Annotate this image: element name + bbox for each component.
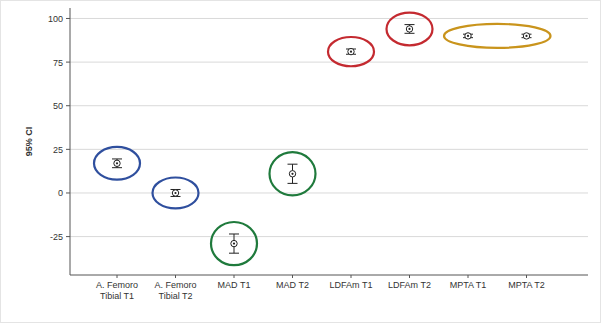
x-tick-label-line: LDFAm T2	[388, 280, 431, 290]
x-tick-label-line: MAD T1	[218, 280, 251, 290]
error-cap-bottom	[288, 183, 298, 184]
mean-dot	[291, 173, 293, 175]
error-cap-bottom	[229, 253, 239, 254]
y-tick	[66, 149, 70, 150]
x-tick	[117, 275, 118, 278]
x-tick-label-line: Tibial T2	[158, 291, 192, 301]
x-tick	[351, 275, 352, 278]
y-tick	[66, 62, 70, 63]
error-cap-top	[229, 233, 239, 234]
chart-container: -25025507510095% CIA. FemoroTibial T1A. …	[0, 0, 601, 323]
y-tick	[66, 192, 70, 193]
highlight-ellipse	[94, 147, 140, 180]
y-tick	[66, 105, 70, 106]
mean-marker	[348, 48, 354, 54]
error-bar	[234, 234, 235, 253]
mean-dot	[525, 35, 527, 37]
x-tick-label-line: A. Femoro	[96, 280, 138, 290]
plot-marks	[112, 25, 532, 254]
x-tick-label: LDFAm T2	[388, 280, 431, 290]
mean-dot	[467, 35, 469, 37]
mean-dot	[116, 162, 118, 164]
y-tick	[66, 236, 70, 237]
x-tick-label: MAD T1	[218, 280, 251, 290]
mean-marker	[114, 160, 120, 166]
y-tick-label: 100	[48, 14, 63, 24]
error-cap-top	[405, 24, 415, 25]
x-tick	[409, 275, 410, 278]
y-tick	[66, 18, 70, 19]
error-cap-bottom	[112, 167, 122, 168]
error-cap-top	[112, 158, 122, 159]
x-tick-label: MPTA T2	[508, 280, 545, 290]
mean-marker	[289, 171, 295, 177]
y-tick-label: 50	[53, 101, 63, 111]
highlight-ellipse	[387, 13, 433, 46]
y-tick-label: 75	[53, 58, 63, 68]
x-tick-label-line: MPTA T2	[508, 280, 545, 290]
y-tick-label: 25	[53, 145, 63, 155]
error-bar	[292, 164, 293, 183]
x-axis	[70, 275, 588, 276]
mean-dot	[408, 28, 410, 30]
highlight-ellipse	[211, 222, 257, 265]
mean-marker	[523, 33, 529, 39]
error-cap-top	[288, 164, 298, 165]
grid-line	[70, 18, 588, 19]
x-tick-label-line: MAD T2	[276, 280, 309, 290]
y-tick-label: -25	[50, 232, 63, 242]
y-axis	[70, 8, 71, 275]
x-tick	[234, 275, 235, 278]
highlight-ellipse	[270, 152, 316, 195]
highlight-ellipse	[328, 37, 374, 66]
grid-line	[70, 105, 588, 106]
highlight-ellipses	[94, 13, 551, 266]
x-tick	[526, 275, 527, 278]
mean-marker	[172, 190, 178, 196]
grid-line	[70, 62, 588, 63]
error-cap-bottom	[405, 33, 415, 34]
chart-svg: -25025507510095% CIA. FemoroTibial T1A. …	[0, 0, 601, 323]
mean-dot	[174, 192, 176, 194]
x-tick	[175, 275, 176, 278]
mean-marker	[406, 26, 412, 32]
y-tick-label: 0	[58, 188, 63, 198]
grid-line	[70, 149, 588, 150]
y-axis-label: 95% CI	[24, 127, 34, 157]
mean-dot	[233, 242, 235, 244]
grid-line	[70, 236, 588, 237]
x-tick-label: MAD T2	[276, 280, 309, 290]
highlight-ellipse	[444, 24, 551, 48]
x-tick-label: LDFAm T1	[330, 280, 373, 290]
mean-dot	[350, 51, 352, 53]
x-tick-label-line: LDFAm T1	[330, 280, 373, 290]
mean-marker	[231, 240, 237, 246]
x-tick	[292, 275, 293, 278]
mean-marker	[465, 33, 471, 39]
x-tick-label: MPTA T1	[450, 280, 487, 290]
x-tick-label-line: Tibial T1	[100, 291, 134, 301]
x-tick-label-line: MPTA T1	[450, 280, 487, 290]
x-tick-label-line: A. Femoro	[154, 280, 196, 290]
x-tick	[468, 275, 469, 278]
x-tick-label: A. FemoroTibial T2	[154, 280, 196, 301]
x-tick-label: A. FemoroTibial T1	[96, 280, 138, 301]
background	[1, 1, 601, 323]
grid-line	[70, 192, 588, 193]
highlight-ellipse	[153, 177, 199, 208]
